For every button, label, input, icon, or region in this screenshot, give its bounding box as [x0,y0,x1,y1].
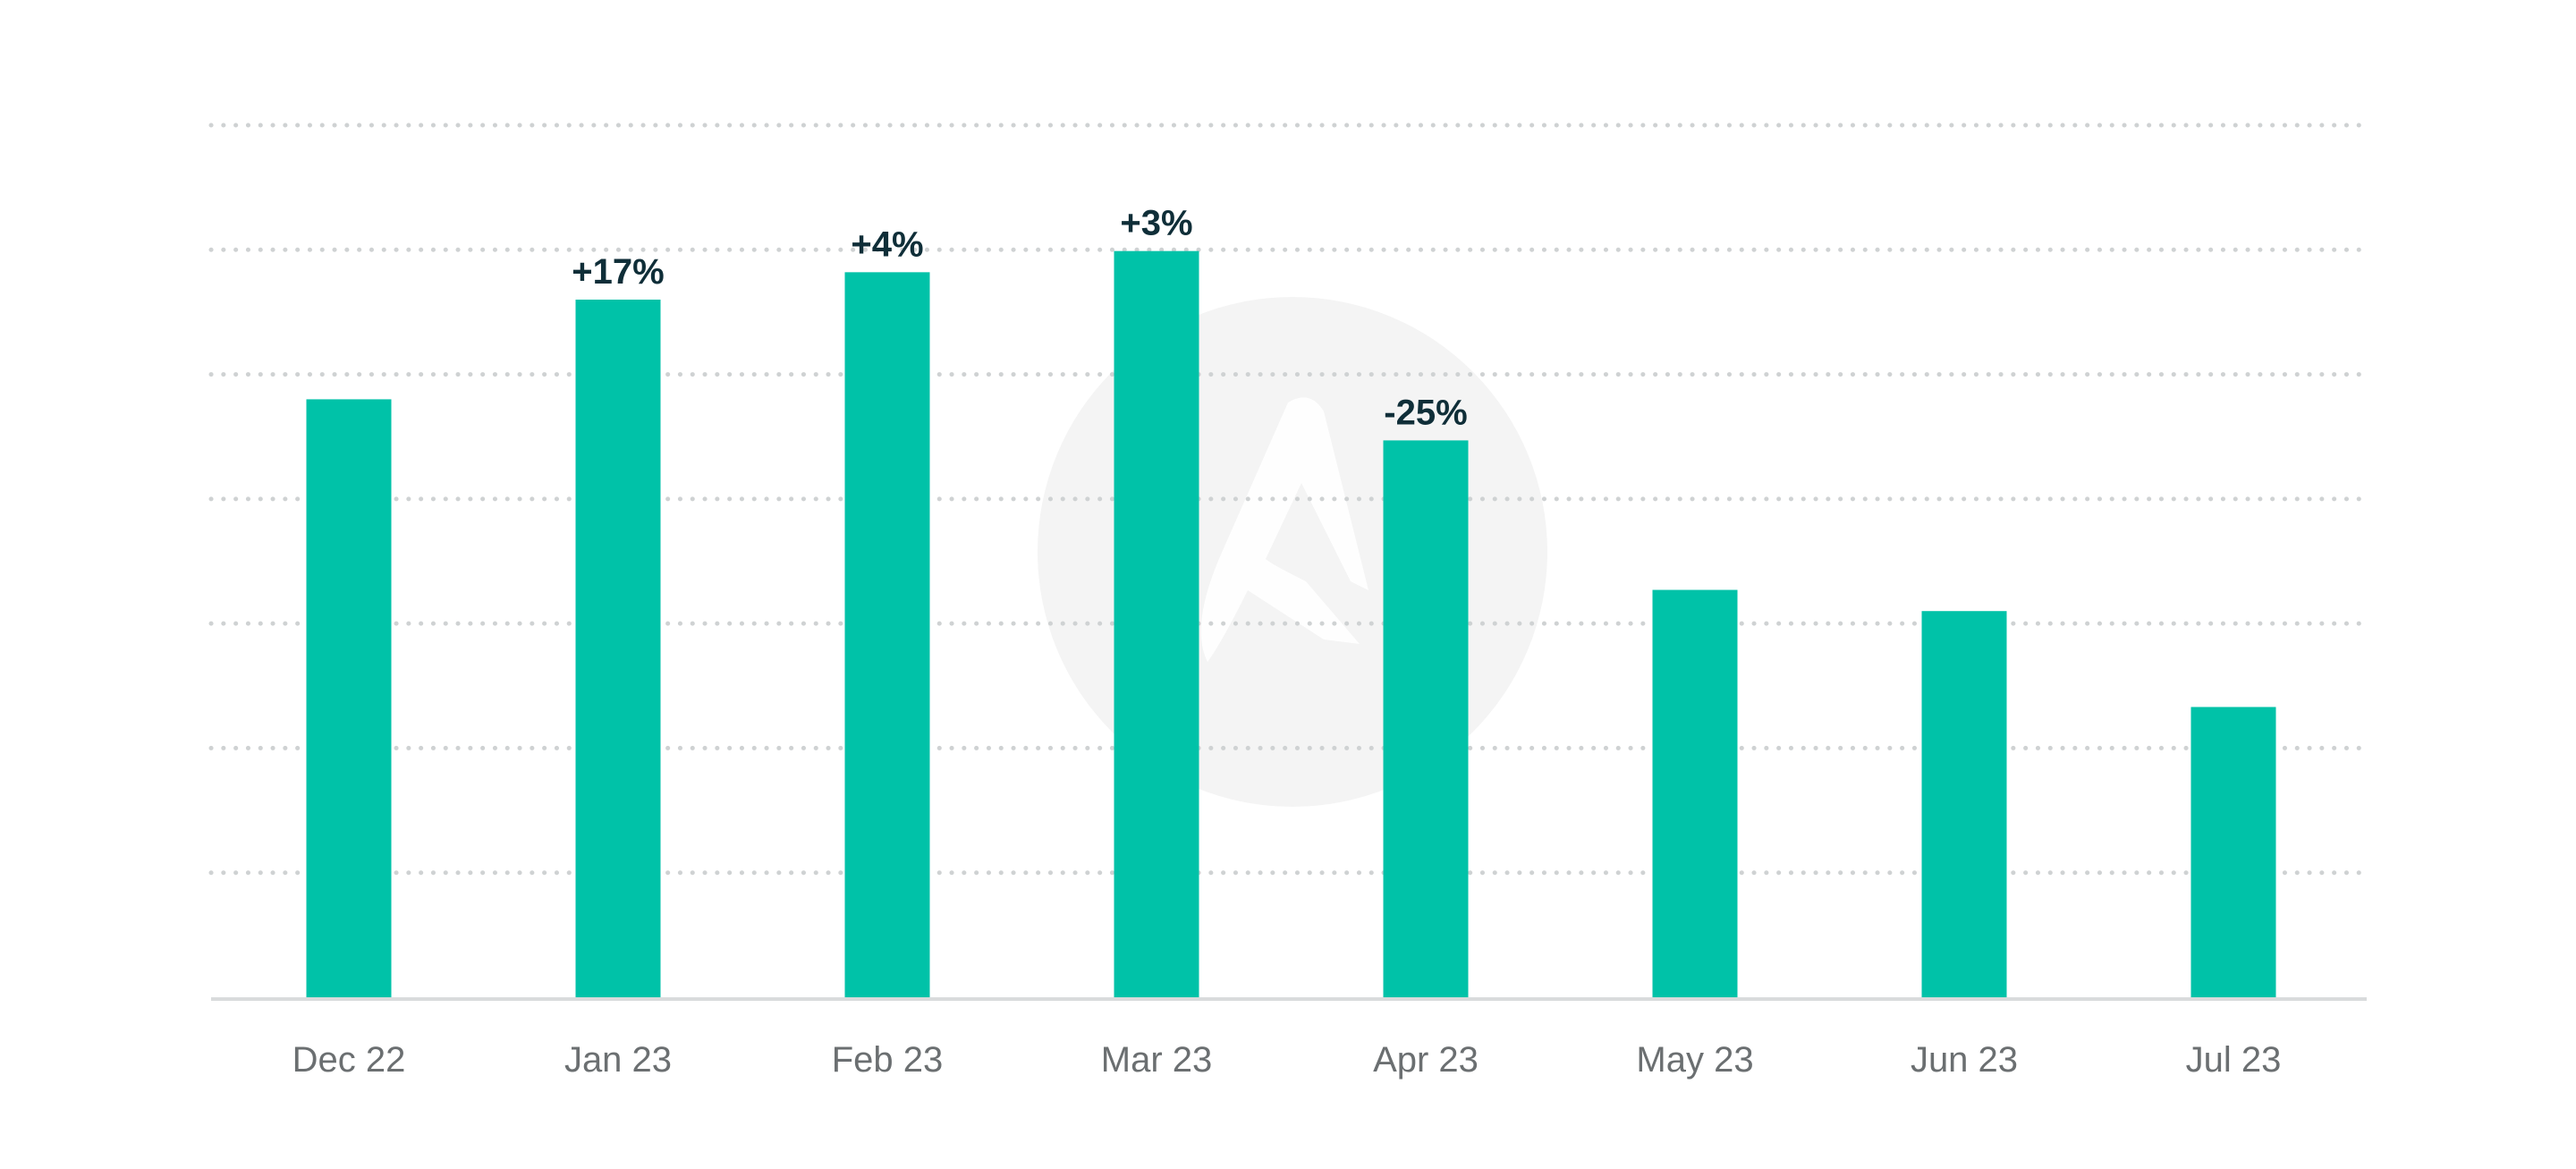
bar-dec-22 [306,399,392,997]
x-axis: Dec 22 Jan 23 Feb 23 Mar 23 Apr 23 May 23 Jun … [211,997,2367,1080]
bar-jan-23 [575,300,661,997]
x-tick-label: May 23 [1636,1040,1753,1080]
data-label: +4% [851,224,923,264]
bar-jun-23 [1921,611,2007,997]
x-tick-label: Jun 23 [1911,1040,2018,1080]
data-label: -25% [1384,393,1467,432]
bar-feb-23 [844,272,930,997]
watermark-mark [1200,397,1368,662]
bars [306,250,2276,998]
data-label: +17% [572,252,664,292]
bar-apr-23 [1383,440,1469,998]
x-tick-label: Jul 23 [2186,1040,2282,1080]
bar-jul-23 [2190,707,2276,997]
x-tick-label: Dec 22 [292,1040,406,1080]
x-tick-label: Jan 23 [564,1040,672,1080]
x-tick-label: Feb 23 [832,1040,944,1080]
x-tick-label: Apr 23 [1373,1040,1479,1080]
x-tick-label: Mar 23 [1101,1040,1213,1080]
bar-may-23 [1652,589,1738,997]
data-label: +3% [1120,204,1192,243]
gridlines [208,123,2366,876]
bar-mar-23 [1114,250,1199,997]
data-labels: +17% +4% +3% -25% [572,204,1467,433]
